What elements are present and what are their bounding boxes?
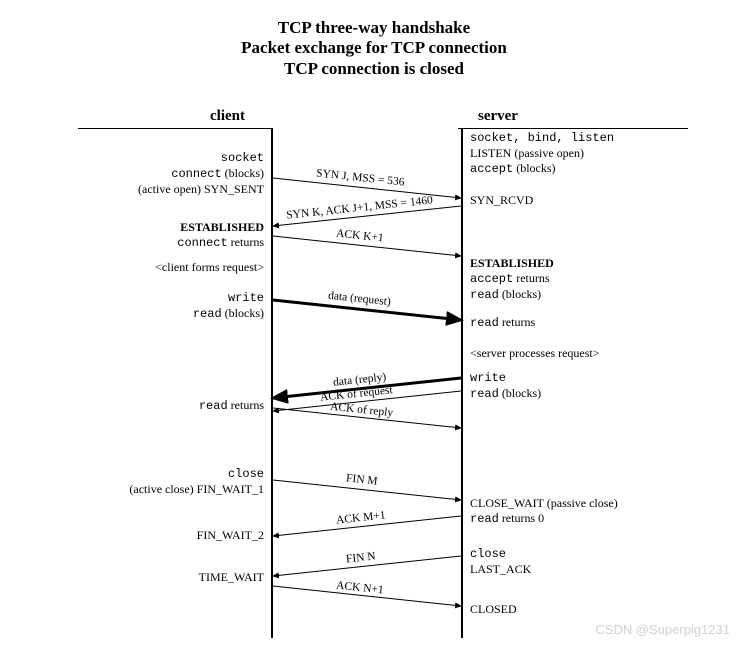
server-read-returns: read returns xyxy=(470,315,535,331)
server-processes: <server processes request> xyxy=(470,346,600,361)
sequence-diagram: client server socket connect (blocks) (a… xyxy=(58,108,702,638)
server-closed: CLOSED xyxy=(470,602,517,617)
client-established: ESTABLISHED connect returns xyxy=(177,220,264,251)
title-line-3: TCP connection is closed xyxy=(0,59,748,79)
client-close: close (active close) FIN_WAIT_1 xyxy=(129,466,264,497)
client-timewait: TIME_WAIT xyxy=(199,570,264,585)
server-synrcvd: SYN_RCVD xyxy=(470,193,533,208)
server-established: ESTABLISHED accept returns read (blocks) xyxy=(470,256,554,303)
client-finwait2: FIN_WAIT_2 xyxy=(197,528,264,543)
server-closewait: CLOSE_WAIT (passive close) read returns … xyxy=(470,496,618,527)
client-socket-block: socket connect (blocks) (active open) SY… xyxy=(138,150,264,197)
title-line-1: TCP three-way handshake xyxy=(0,18,748,38)
client-write-read: write read (blocks) xyxy=(193,290,264,322)
server-socket-block: socket, bind, listen LISTEN (passive ope… xyxy=(470,130,614,177)
server-write-read: write read (blocks) xyxy=(470,370,541,402)
title-line-2: Packet exchange for TCP connection xyxy=(0,38,748,58)
server-close: close LAST_ACK xyxy=(470,546,531,577)
watermark: CSDN @Superpig1231 xyxy=(595,622,730,637)
client-forms-request: <client forms request> xyxy=(155,260,264,275)
client-read-returns: read returns xyxy=(199,398,264,414)
